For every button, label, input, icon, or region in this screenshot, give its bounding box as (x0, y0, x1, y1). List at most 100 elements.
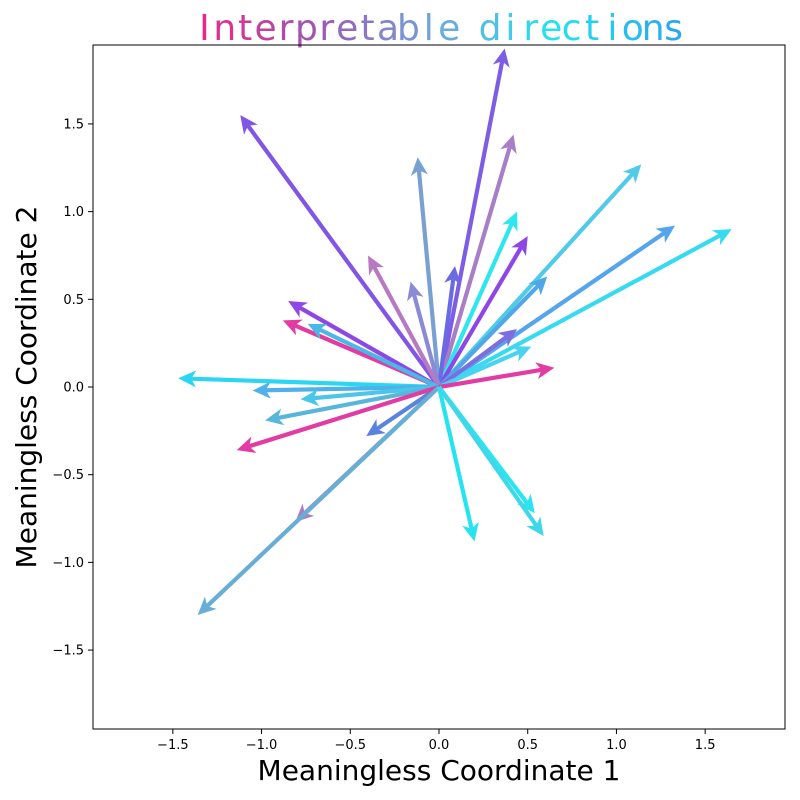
vector-head (711, 229, 732, 246)
y-tick-label: 0.0 (63, 381, 84, 396)
vector-head (501, 211, 518, 232)
vector-arrow (437, 276, 548, 389)
vector-arrow (407, 281, 442, 388)
vector-head (511, 236, 528, 256)
y-tick-label: 1.5 (63, 117, 84, 132)
vector-shaft (313, 384, 440, 401)
title-letter: t (585, 8, 599, 49)
y-axis-label: Meaningless Coordinate 2 (10, 206, 43, 569)
y-axis-ticks: 1.5 1.0 0.5 0.0 −0.5 −1.0 −1.5 (52, 117, 93, 659)
vector-head (528, 276, 548, 296)
vector-head (526, 516, 544, 537)
title-letter: t (238, 8, 252, 49)
title-letter: n (642, 8, 665, 49)
vector-head (240, 115, 258, 135)
vector-arrow (438, 362, 555, 390)
vector-head (300, 389, 320, 407)
vector-head (282, 319, 303, 336)
title-letter: d (479, 8, 502, 49)
vector-head (368, 255, 385, 276)
vector-shaft (248, 384, 440, 449)
y-tick-label: −0.5 (52, 468, 84, 483)
title-letter: e (336, 8, 358, 49)
vector-arrow (437, 385, 544, 537)
x-tick-label: 0.0 (429, 738, 450, 753)
title-letter: i (505, 8, 515, 49)
vector-arrow (300, 384, 440, 407)
vector-head (197, 596, 217, 615)
vector-head (500, 134, 517, 155)
title-letter: e (438, 8, 460, 49)
vector-shaft (437, 385, 538, 527)
vector-shaft (438, 367, 542, 390)
title-letter: r (279, 8, 294, 49)
vector-head (517, 493, 535, 514)
title-letter: c (562, 8, 582, 49)
vector-shaft (438, 349, 521, 389)
x-axis-label: Meaningless Coordinate 1 (258, 754, 621, 787)
x-tick-label: 0.5 (517, 738, 538, 753)
vector-shaft (437, 222, 514, 388)
title-letter: e (540, 8, 562, 49)
vector-arrow (438, 346, 532, 389)
vector-shaft (437, 284, 540, 389)
vector-head (511, 346, 532, 362)
title-letter: i (607, 8, 617, 49)
vector-arrow (436, 386, 479, 542)
x-tick-label: −1.0 (246, 738, 278, 753)
vector-head (410, 157, 428, 176)
y-tick-label: −1.5 (52, 644, 84, 659)
vector-shaft (437, 335, 508, 389)
vector-head (307, 323, 328, 340)
vector-arrow (438, 229, 732, 389)
vector-head (236, 436, 257, 453)
vector-head (655, 225, 675, 243)
vector-head (252, 381, 271, 399)
vector-shaft (372, 265, 441, 388)
vector-shaft (436, 386, 474, 530)
vector-head (265, 408, 285, 426)
vector-head (535, 362, 555, 380)
vector-shaft (416, 169, 442, 388)
vector-head (492, 48, 510, 68)
title-letter: r (523, 8, 538, 49)
vector-shaft (437, 246, 523, 389)
vector-arrow (197, 385, 441, 615)
vector-shaft (318, 327, 440, 389)
title-letter: b (397, 8, 420, 49)
vector-arrow (436, 265, 462, 388)
vector-arrow (436, 48, 510, 388)
vector-shaft (191, 376, 440, 390)
vector-arrow (236, 384, 440, 453)
title-letter: r (319, 8, 334, 49)
title-letter: n (213, 8, 236, 49)
vector-head (407, 281, 424, 302)
vector-head (622, 164, 642, 184)
vector-head (462, 521, 479, 542)
y-tick-label: 1.0 (63, 205, 84, 220)
vector-shaft (277, 384, 440, 420)
title-letter: I (199, 8, 210, 49)
vector-head (444, 265, 462, 285)
vector-shaft (436, 60, 505, 388)
vector-head (178, 370, 197, 388)
vector-head (288, 301, 309, 318)
x-tick-label: −1.5 (157, 738, 189, 753)
title-letter: p (295, 8, 318, 49)
vector-shaft (436, 146, 512, 388)
title-letter: o (622, 8, 644, 49)
vector-arrow (437, 211, 518, 388)
vector-arrow (178, 370, 440, 390)
vector-arrow (265, 384, 440, 426)
vector-arrow (410, 157, 442, 388)
title-letter: s (664, 8, 683, 49)
title-letter: t (361, 8, 375, 49)
vector-shaft (205, 385, 441, 608)
x-tick-label: −0.5 (334, 738, 366, 753)
y-tick-label: −1.0 (52, 556, 84, 571)
vector-shaft (436, 278, 456, 388)
vector-arrow (437, 329, 518, 389)
vector-arrow (240, 115, 441, 389)
vector-head (497, 329, 518, 347)
